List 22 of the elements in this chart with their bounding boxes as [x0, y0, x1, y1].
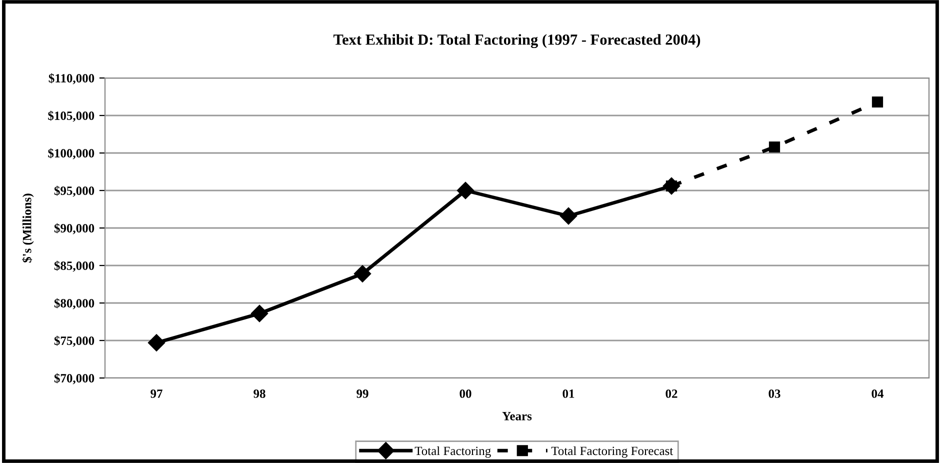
y-tick-label: $85,000 — [54, 260, 94, 272]
y-tick-label: $105,000 — [48, 110, 94, 122]
y-tick-label: $75,000 — [54, 336, 94, 347]
x-axis-title: Years — [502, 412, 532, 420]
chart-title: Text Exhibit D: Total Factoring (1997 - Forecasted 2004) — [333, 34, 700, 48]
legend-label: Total Factoring Forecast — [551, 446, 674, 458]
x-tick-label: 00 — [460, 389, 472, 398]
y-tick-label: $110,000 — [48, 73, 94, 84]
x-tick-label: 03 — [768, 389, 780, 398]
y-tick-label: $95,000 — [54, 186, 94, 197]
y-tick-label: $90,000 — [54, 223, 94, 234]
y-tick-label: $100,000 — [48, 148, 94, 160]
x-tick-label: 98 — [254, 389, 266, 398]
x-tick-label: 02 — [666, 389, 678, 398]
y-tick-label: $80,000 — [54, 298, 94, 310]
y-tick-label: $70,000 — [54, 373, 94, 384]
x-tick-label: 97 — [150, 390, 162, 398]
legend-label: Total Factoring — [414, 446, 491, 458]
x-tick-label: 01 — [562, 389, 574, 398]
y-axis-title: $'s (Millions) — [22, 194, 34, 262]
x-tick-label: 04 — [872, 389, 884, 398]
x-tick-label: 99 — [356, 390, 368, 398]
